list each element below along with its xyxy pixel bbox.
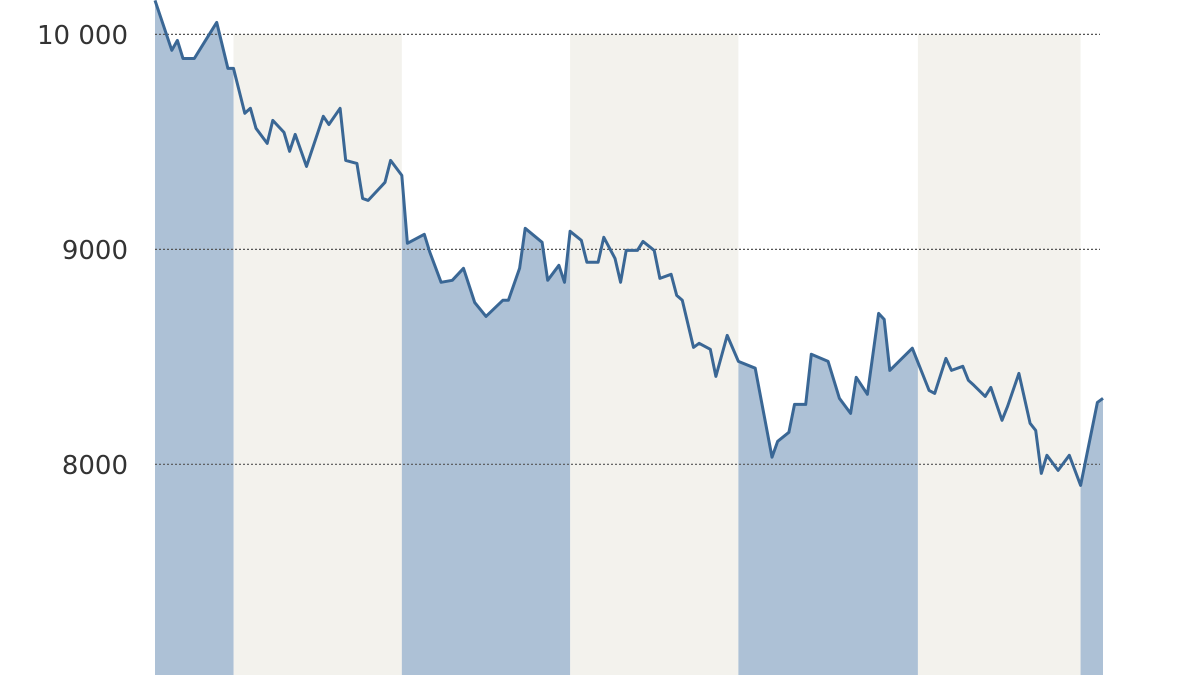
band bbox=[917, 34, 1081, 676]
y-tick-label: 8000 bbox=[62, 451, 128, 481]
y-tick-label: 9000 bbox=[62, 236, 128, 266]
band bbox=[570, 34, 739, 676]
band bbox=[233, 34, 402, 676]
y-tick-label: 10 000 bbox=[37, 21, 128, 51]
line bbox=[153, 0, 1104, 487]
